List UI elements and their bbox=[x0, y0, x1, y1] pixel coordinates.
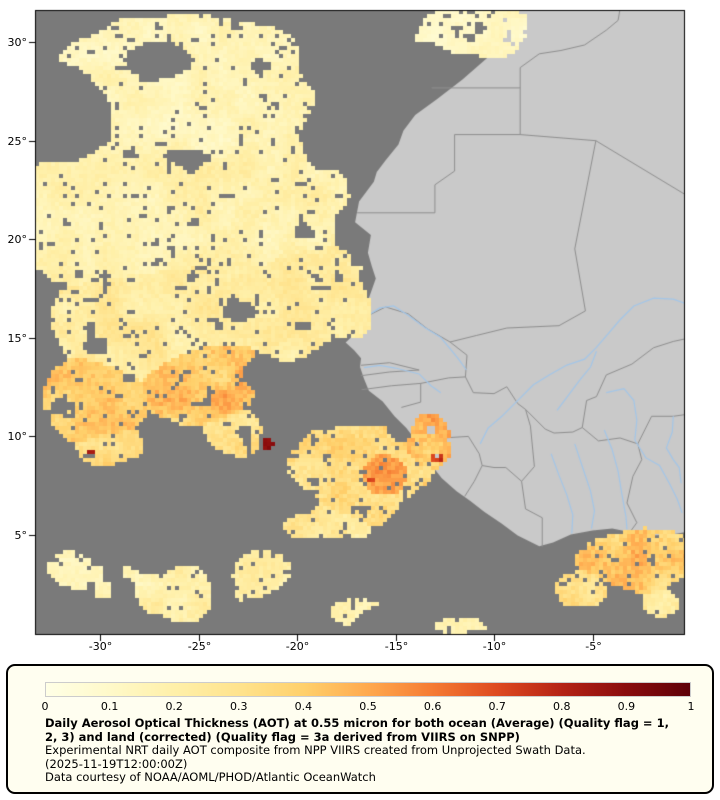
y-axis-label: 15° bbox=[7, 331, 28, 345]
colorbar-tick-label: 0.9 bbox=[617, 700, 636, 713]
colorbar-gradient bbox=[45, 682, 691, 697]
colorbar-tick-label: 0.6 bbox=[423, 700, 442, 713]
colorbar-tick-label: 0.2 bbox=[165, 700, 183, 713]
x-axis-label: -15° bbox=[384, 640, 409, 653]
y-axis-label: 25° bbox=[7, 134, 28, 148]
colorbar-tick-label: 0.4 bbox=[294, 700, 313, 713]
aot-map-canvas bbox=[0, 0, 720, 662]
x-axis-label: -5° bbox=[585, 640, 602, 653]
colorbar-tick-labels: 0 0.1 0.2 0.3 0.4 0.5 0.6 0.7 0.8 0.9 1 bbox=[41, 700, 695, 713]
legend-timestamp: (2025-11-19T12:00:00Z) bbox=[45, 756, 188, 771]
colorbar-tick-label: 0.1 bbox=[100, 700, 119, 713]
x-axis-label: -25° bbox=[187, 640, 212, 653]
legend-title-line-2: 2, 3) and land (corrected) (Quality flag… bbox=[45, 729, 520, 744]
y-axis-label: 5° bbox=[14, 528, 28, 542]
legend-description: Experimental NRT daily AOT composite fro… bbox=[45, 743, 586, 757]
x-axis-label: -30° bbox=[88, 640, 113, 653]
colorbar-tick-label: 0 bbox=[41, 700, 49, 713]
x-axis-label: -10° bbox=[482, 640, 507, 653]
map-area: 30° 25° 20° 15° 10° 5° -30° -25° -20° -15° -10° -5… bbox=[0, 0, 720, 662]
y-axis-label: 20° bbox=[7, 232, 28, 246]
colorbar-tick-label: 0.3 bbox=[230, 700, 248, 713]
y-axis-label: 30° bbox=[7, 35, 28, 49]
y-axis-label: 10° bbox=[7, 429, 28, 443]
legend-credit: Data courtesy of NOAA/AOML/PHOD/Atlantic… bbox=[45, 770, 376, 784]
x-axis-label: -20° bbox=[285, 640, 310, 653]
legend-title-line-1: Daily Aerosol Optical Thickness (AOT) at… bbox=[45, 716, 669, 730]
colorbar-tick-label: 0.7 bbox=[488, 700, 506, 713]
colorbar-tick-label: 0.5 bbox=[359, 700, 377, 713]
legend-panel: 0 0.1 0.2 0.3 0.4 0.5 0.6 0.7 0.8 0.9 1 Daily Aero… bbox=[6, 664, 714, 794]
colorbar-tick-label: 0.8 bbox=[553, 700, 571, 713]
legend-text-block: Daily Aerosol Optical Thickness (AOT) at… bbox=[45, 716, 669, 785]
colorbar-tick-label: 1 bbox=[687, 700, 695, 713]
